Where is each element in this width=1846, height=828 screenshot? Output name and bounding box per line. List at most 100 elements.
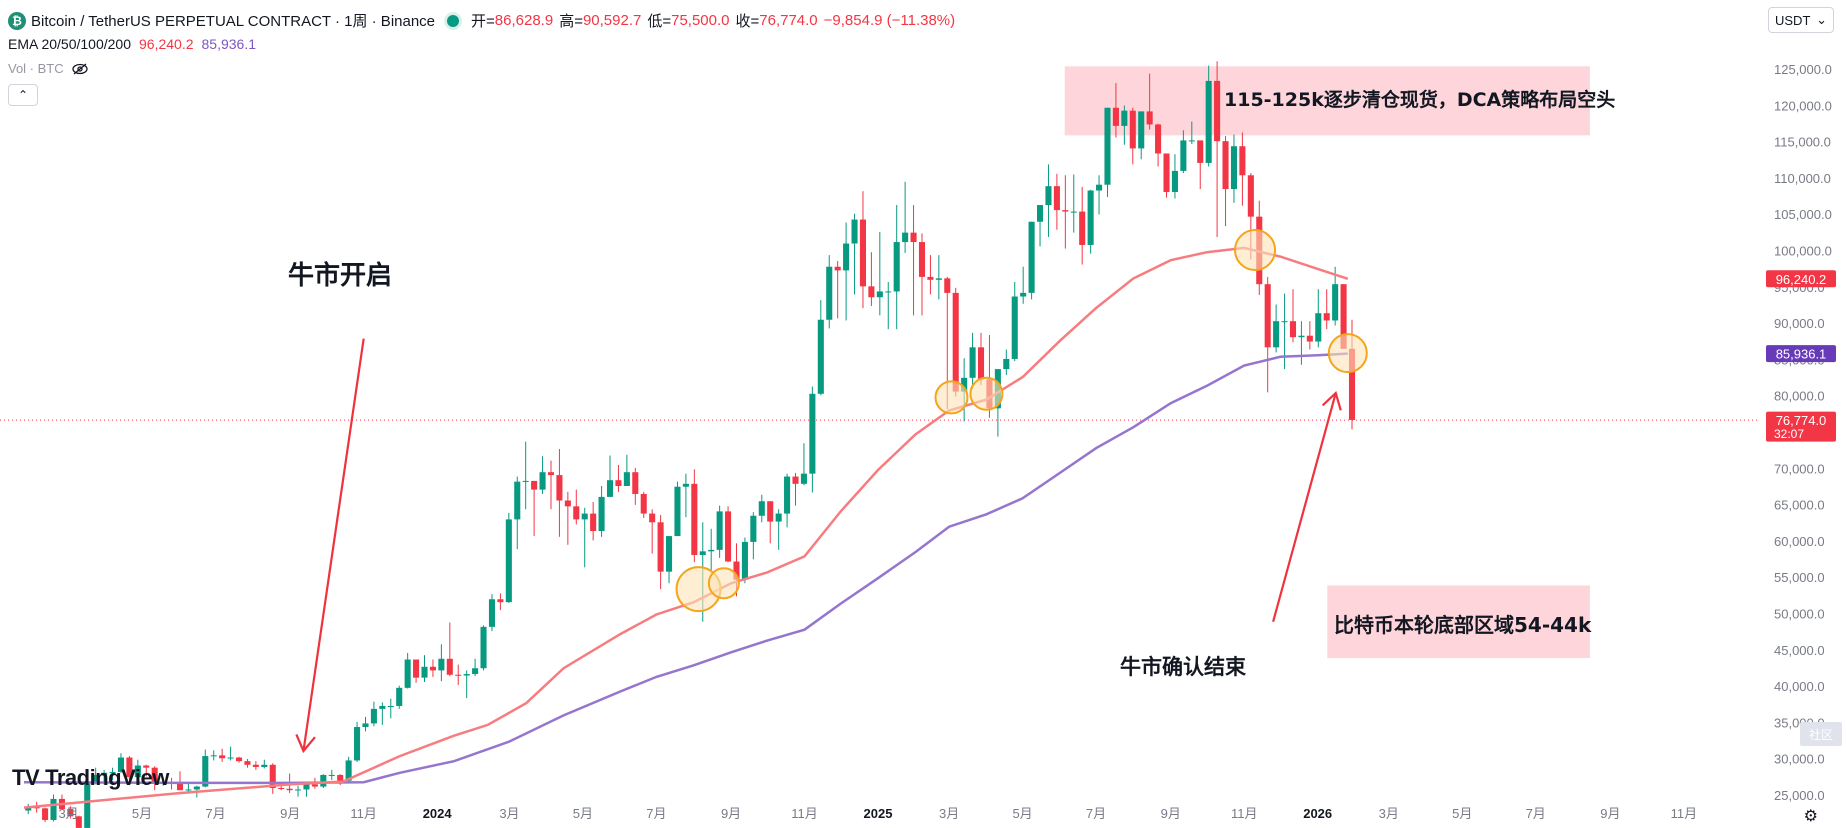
candle-body: [851, 219, 858, 244]
candle-body: [581, 513, 588, 520]
ema-fast-tag-bg: [1766, 270, 1836, 288]
candle-body: [927, 276, 934, 280]
open-value: 86,628.9: [494, 12, 554, 29]
candle-body: [876, 291, 883, 298]
legend-volume-row[interactable]: Vol · BTC: [8, 61, 88, 76]
tradingview-logo-icon: TV: [12, 765, 40, 790]
tradingview-wordmark: TradingView: [45, 765, 169, 790]
candle-body: [564, 500, 571, 507]
candle-body: [337, 774, 344, 781]
tradingview-watermark[interactable]: TV TradingView: [12, 765, 169, 791]
candle-body: [1096, 184, 1103, 191]
candle-body: [1247, 175, 1254, 217]
x-tick-label: 5月: [1012, 806, 1032, 821]
candle-body: [193, 786, 200, 790]
candle-body: [809, 393, 816, 474]
candle-body: [750, 515, 757, 542]
candle-body: [800, 473, 807, 484]
candle-body: [758, 501, 765, 516]
candle-body: [286, 788, 293, 791]
x-tick-label: 3月: [939, 806, 959, 821]
open-label: 开=: [471, 13, 495, 30]
candle-body: [1323, 313, 1330, 321]
x-tick-label: 2025: [864, 806, 893, 821]
candle-body: [117, 757, 125, 773]
x-tick-label: 3月: [58, 806, 78, 821]
last-price-tag-bg: [1766, 411, 1836, 442]
candle-body: [126, 757, 133, 778]
candle-body: [1281, 321, 1288, 323]
candle-body: [446, 658, 453, 675]
candle-body: [151, 767, 158, 783]
candle-body: [1289, 321, 1297, 338]
x-tick-label: 7月: [205, 806, 225, 821]
candle-body: [1298, 335, 1305, 338]
community-badge[interactable]: 社区: [1800, 722, 1842, 746]
collapse-legend-button[interactable]: ⌃: [8, 84, 38, 106]
x-tick-label: 11月: [1671, 806, 1698, 821]
high-label: 高=: [559, 13, 583, 30]
x-tick-label: 2026: [1303, 806, 1332, 821]
candle-body: [733, 561, 740, 580]
eye-hidden-icon[interactable]: [71, 63, 88, 75]
candle-body: [1053, 186, 1060, 211]
candle-body: [1087, 190, 1094, 245]
y-tick-label: 55,000.0: [1774, 570, 1825, 585]
candle-body: [109, 772, 116, 774]
ema-fast-value: 96,240.2: [139, 36, 194, 52]
y-tick-label: 115,000.0: [1774, 135, 1831, 150]
ema-label[interactable]: EMA 20/50/100/200: [8, 36, 131, 52]
candle-body: [817, 319, 824, 394]
ema-lines: [23, 246, 1349, 809]
y-tick-label: 60,000.0: [1774, 534, 1825, 549]
bull-end-arrow-head: [1321, 391, 1342, 411]
candle-body: [1340, 284, 1347, 349]
gear-icon[interactable]: ⚙: [1804, 806, 1818, 826]
legend-symbol-row: ₿ Bitcoin / TetherUS PERPETUAL CONTRACT …: [8, 10, 955, 31]
candle-body: [1306, 335, 1313, 342]
candle-body: [531, 480, 538, 490]
candle-body: [235, 757, 243, 762]
candle-wicks: [27, 61, 1353, 828]
candle-body: [134, 765, 141, 778]
candle-body: [1315, 313, 1322, 342]
candle-body: [303, 784, 310, 790]
candle-body: [674, 486, 681, 537]
currency-label: USDT: [1775, 12, 1811, 28]
zone-bottom-rect: [1327, 585, 1590, 659]
candle-body: [640, 493, 647, 514]
legend-ema-row[interactable]: EMA 20/50/100/200 96,240.2 85,936.1: [8, 36, 256, 52]
price-tags: 96,240.2 85,936.1 76,774.032:07: [1766, 270, 1836, 442]
candle-body: [775, 513, 782, 522]
candle-body: [1188, 140, 1195, 142]
ema-slow-tag-text: 85,936.1: [1776, 347, 1827, 362]
symbol-title[interactable]: Bitcoin / TetherUS PERPETUAL CONTRACT · …: [31, 13, 436, 30]
candle-body: [859, 219, 867, 287]
candle-body: [1332, 284, 1339, 321]
candle-body: [969, 347, 976, 378]
candle-body: [1070, 211, 1077, 213]
candle-body: [784, 476, 791, 514]
candle-body: [505, 519, 512, 603]
candle-body: [590, 513, 597, 532]
candle-body: [252, 764, 259, 767]
candle-body: [1045, 186, 1052, 206]
candle-body: [952, 292, 959, 392]
highlight-circle: [1327, 333, 1368, 374]
highlight-circles: [675, 229, 1368, 613]
candle-body: [691, 483, 698, 555]
zone-top-text: 115-125k逐步清仓现货，DCA策略布局空头: [1224, 88, 1615, 111]
y-tick-label: 105,000.0: [1774, 207, 1832, 222]
x-tick-label: 5月: [132, 806, 152, 821]
volume-label[interactable]: Vol · BTC: [8, 61, 64, 76]
candle-body: [1180, 140, 1187, 171]
candle-body: [1121, 110, 1128, 126]
ema-slow-value: 85,936.1: [201, 36, 257, 52]
annotation-arrows: [295, 338, 1342, 754]
candle-body: [834, 266, 841, 271]
currency-selector[interactable]: USDT ⌄: [1768, 7, 1834, 33]
candle-body: [657, 522, 664, 572]
candle-body: [961, 377, 968, 392]
candle-body: [101, 772, 108, 775]
